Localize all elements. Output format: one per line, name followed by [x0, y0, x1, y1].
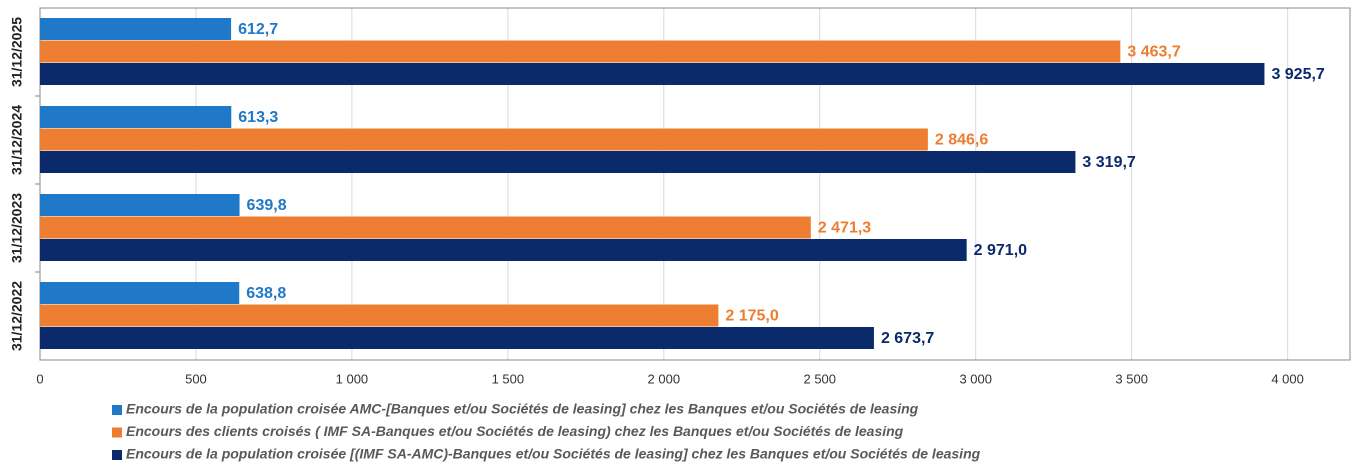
- x-tick-label: 3 500: [1115, 371, 1148, 386]
- value-label: 612,7: [238, 21, 278, 38]
- x-tick-label: 1 500: [492, 371, 525, 386]
- value-label: 2 673,7: [881, 330, 934, 347]
- bar: [40, 304, 719, 327]
- value-label: 3 319,7: [1082, 154, 1135, 171]
- legend-swatch: [112, 450, 122, 460]
- legend-label: Encours de la population croisée [(IMF S…: [126, 446, 981, 462]
- value-label: 2 471,3: [818, 220, 871, 237]
- value-label: 3 463,7: [1127, 44, 1180, 61]
- bar: [40, 327, 874, 349]
- bar: [40, 18, 232, 40]
- legend-label: Encours de la population croisée AMC-[Ba…: [126, 401, 919, 417]
- x-tick-label: 2 500: [803, 371, 836, 386]
- value-label: 613,3: [238, 109, 278, 126]
- category-label: 31/12/2023: [9, 193, 25, 263]
- bar: [40, 151, 1076, 173]
- x-tick-label: 3 000: [959, 371, 992, 386]
- legend-swatch: [112, 405, 122, 415]
- bar: [40, 106, 232, 128]
- x-tick-label: 500: [185, 371, 207, 386]
- x-tick-label: 0: [36, 371, 43, 386]
- bar: [40, 40, 1121, 63]
- value-label: 638,8: [246, 285, 286, 302]
- bar: [40, 239, 967, 261]
- bar: [40, 63, 1265, 85]
- value-label: 2 175,0: [725, 308, 778, 325]
- category-label: 31/12/2025: [9, 17, 25, 87]
- bar: [40, 128, 928, 151]
- bar: [40, 194, 240, 216]
- bar: [40, 282, 240, 304]
- x-tick-label: 4 000: [1271, 371, 1304, 386]
- category-label: 31/12/2024: [9, 105, 25, 175]
- legend-swatch: [112, 427, 122, 438]
- legend-label: Encours des clients croisés ( IMF SA-Ban…: [126, 423, 904, 439]
- bar: [40, 216, 811, 239]
- category-label: 31/12/2022: [9, 281, 25, 351]
- value-label: 639,8: [247, 197, 287, 214]
- value-label: 2 971,0: [974, 242, 1027, 259]
- x-tick-label: 2 000: [648, 371, 681, 386]
- value-label: 3 925,7: [1271, 66, 1324, 83]
- x-tick-label: 1 000: [336, 371, 369, 386]
- value-label: 2 846,6: [935, 132, 988, 149]
